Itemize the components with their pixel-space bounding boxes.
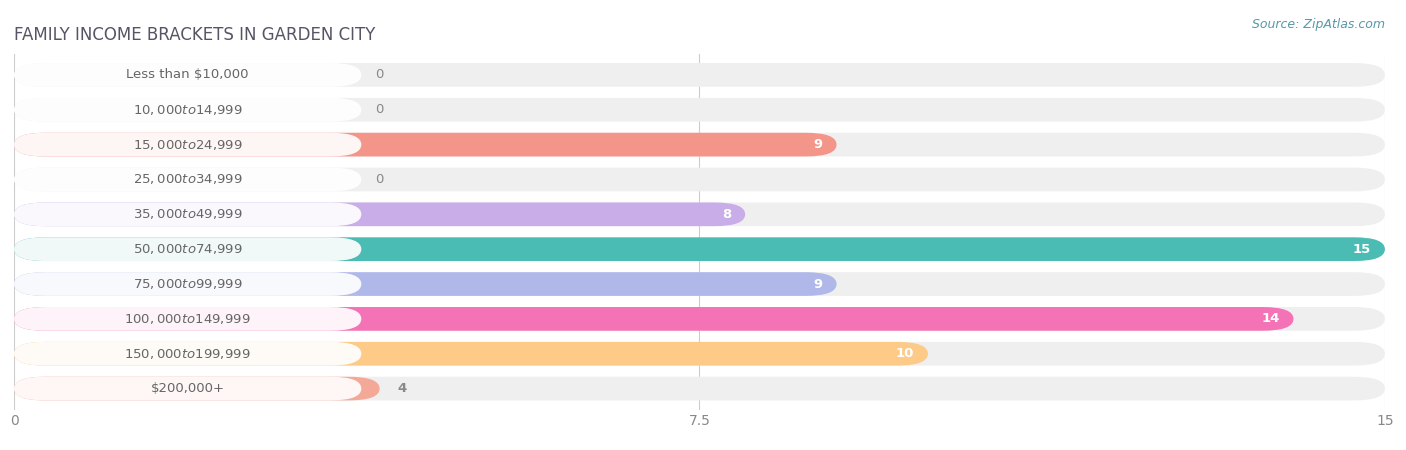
FancyBboxPatch shape (14, 377, 380, 400)
FancyBboxPatch shape (14, 133, 361, 157)
Text: Less than $10,000: Less than $10,000 (127, 68, 249, 81)
Text: 8: 8 (723, 208, 731, 221)
Text: 9: 9 (814, 278, 823, 291)
FancyBboxPatch shape (14, 377, 361, 400)
FancyBboxPatch shape (14, 342, 928, 365)
Text: $150,000 to $199,999: $150,000 to $199,999 (125, 347, 250, 361)
FancyBboxPatch shape (14, 63, 361, 87)
Text: $25,000 to $34,999: $25,000 to $34,999 (132, 172, 243, 186)
Text: 10: 10 (896, 347, 914, 360)
FancyBboxPatch shape (14, 307, 1385, 331)
Text: 15: 15 (1353, 243, 1371, 256)
FancyBboxPatch shape (14, 167, 361, 191)
FancyBboxPatch shape (14, 342, 361, 365)
FancyBboxPatch shape (14, 202, 361, 226)
Text: $50,000 to $74,999: $50,000 to $74,999 (132, 242, 243, 256)
FancyBboxPatch shape (14, 237, 1385, 261)
Text: FAMILY INCOME BRACKETS IN GARDEN CITY: FAMILY INCOME BRACKETS IN GARDEN CITY (14, 26, 375, 44)
FancyBboxPatch shape (14, 63, 1385, 87)
FancyBboxPatch shape (14, 202, 745, 226)
FancyBboxPatch shape (14, 237, 361, 261)
Text: 0: 0 (375, 173, 384, 186)
FancyBboxPatch shape (14, 272, 361, 296)
Text: $15,000 to $24,999: $15,000 to $24,999 (132, 138, 243, 152)
FancyBboxPatch shape (14, 307, 1294, 331)
Text: 0: 0 (375, 68, 384, 81)
FancyBboxPatch shape (14, 272, 1385, 296)
Text: $75,000 to $99,999: $75,000 to $99,999 (132, 277, 243, 291)
FancyBboxPatch shape (14, 133, 837, 157)
Text: $35,000 to $49,999: $35,000 to $49,999 (132, 207, 243, 221)
Text: 14: 14 (1261, 312, 1279, 325)
FancyBboxPatch shape (14, 237, 1385, 261)
Text: 9: 9 (814, 138, 823, 151)
Text: $10,000 to $14,999: $10,000 to $14,999 (132, 103, 243, 117)
FancyBboxPatch shape (14, 98, 361, 122)
FancyBboxPatch shape (14, 202, 1385, 226)
Text: 4: 4 (398, 382, 408, 395)
FancyBboxPatch shape (14, 167, 1385, 191)
FancyBboxPatch shape (14, 377, 1385, 400)
FancyBboxPatch shape (14, 342, 1385, 365)
FancyBboxPatch shape (14, 98, 1385, 122)
FancyBboxPatch shape (14, 133, 1385, 157)
Text: 0: 0 (375, 103, 384, 116)
Text: $100,000 to $149,999: $100,000 to $149,999 (125, 312, 250, 326)
FancyBboxPatch shape (14, 272, 837, 296)
FancyBboxPatch shape (14, 307, 361, 331)
Text: Source: ZipAtlas.com: Source: ZipAtlas.com (1251, 18, 1385, 31)
Text: $200,000+: $200,000+ (150, 382, 225, 395)
